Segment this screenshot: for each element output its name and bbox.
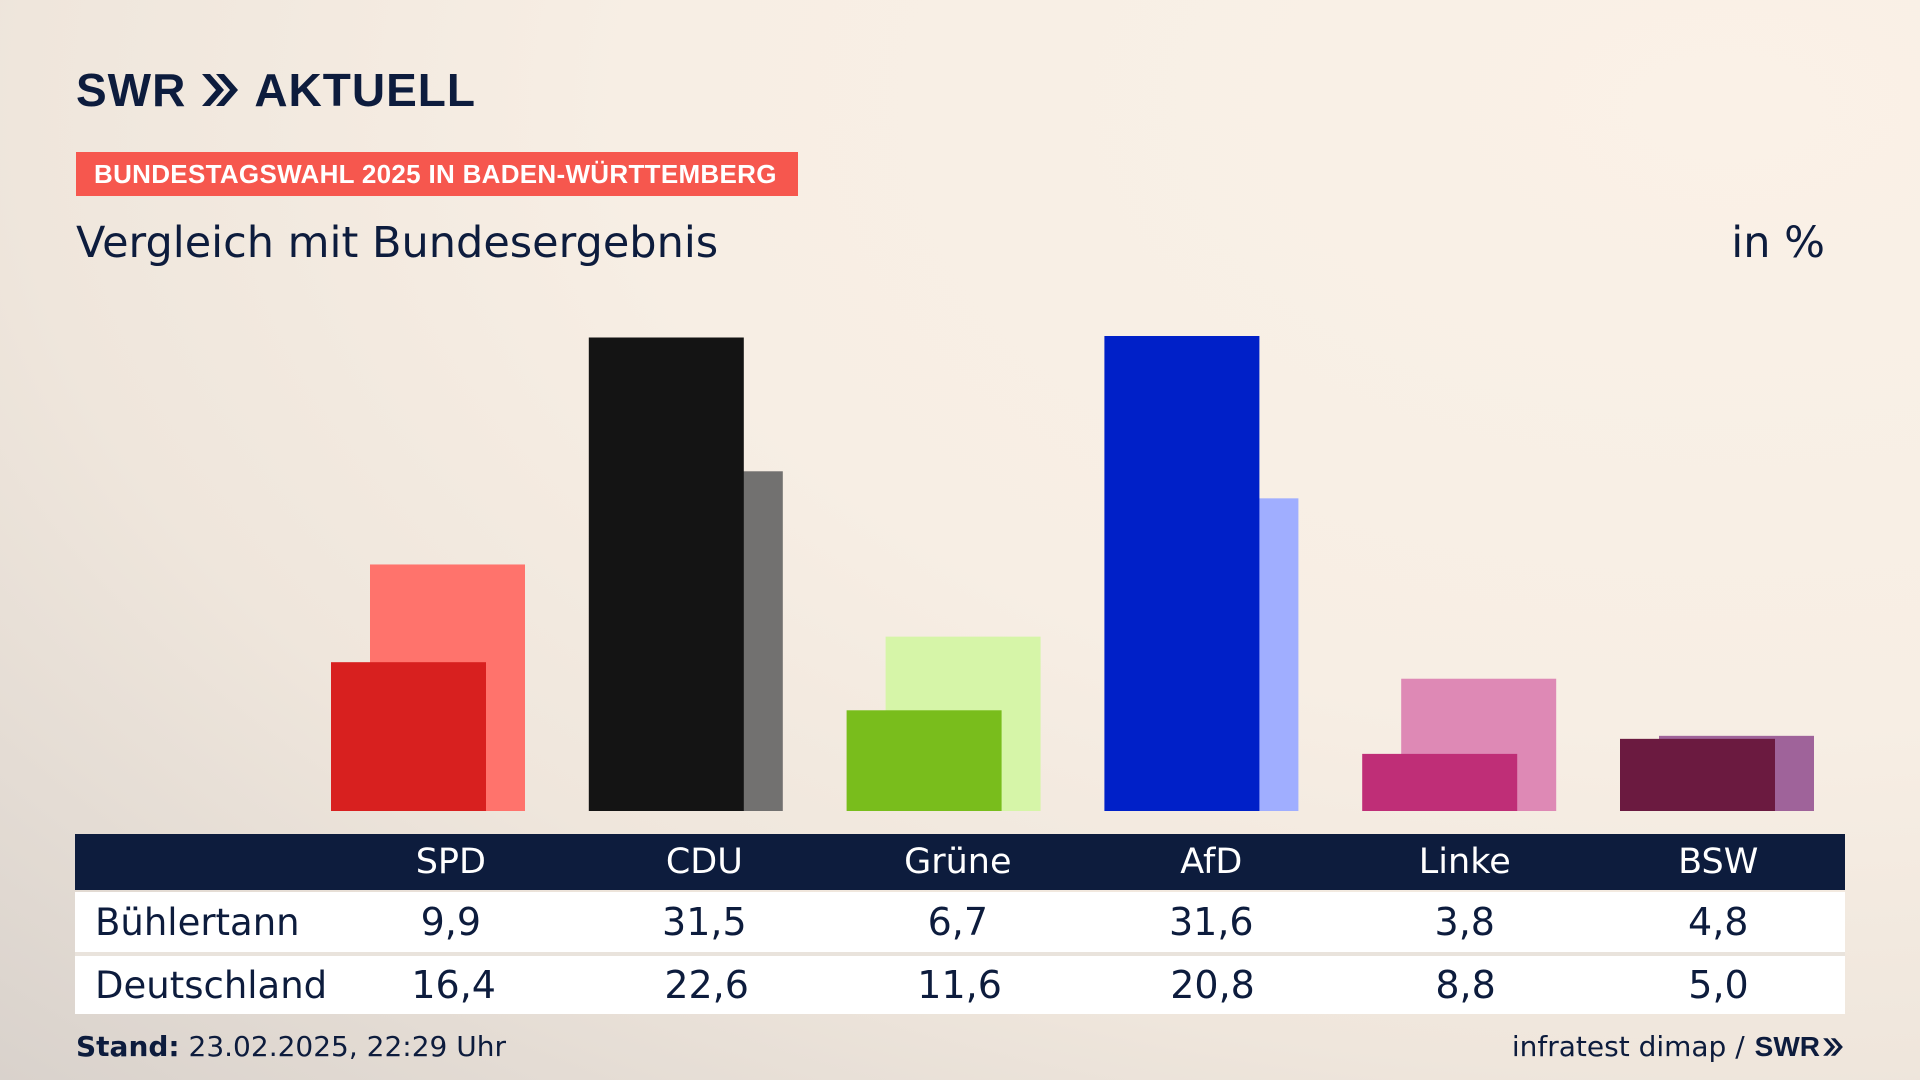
timestamp-label: Stand: — [76, 1030, 180, 1063]
bar-local-cdu — [588, 337, 744, 811]
timestamp: Stand: 23.02.2025, 22:29 Uhr — [76, 1030, 506, 1063]
local-value-linke: 3,8 — [1434, 900, 1495, 944]
bar-chart — [331, 336, 1814, 811]
local-value-afd: 31,6 — [1168, 900, 1254, 944]
table-row-national: Deutschland 16,4 22,6 11,6 20,8 8,8 5,0 — [75, 956, 1845, 1014]
footer-chevron-icon — [1823, 1037, 1843, 1056]
header-party-linke: Linke — [1418, 842, 1511, 882]
row-label-national: Deutschland — [95, 963, 328, 1007]
national-value-bsw: 5,0 — [1688, 963, 1749, 1007]
source-credit: infratest dimap / SWR — [1512, 1030, 1844, 1063]
row-label-local: Bühlertann — [95, 900, 300, 944]
national-value-gruene: 11,6 — [917, 963, 1002, 1007]
election-badge: BUNDESTAGSWAHL 2025 IN BADEN-WÜRTTEMBERG — [76, 152, 798, 196]
header-party-spd: SPD — [415, 842, 486, 882]
results-table: SPD CDU Grüne AfD Linke BSW Bühlertann 9… — [75, 834, 1845, 1014]
logo-swr-text: SWR — [76, 64, 187, 116]
double-chevron-icon — [202, 74, 239, 106]
bar-local-linke — [1362, 753, 1518, 811]
source-text: infratest dimap / — [1511, 1030, 1745, 1063]
header-party-afd: AfD — [1180, 842, 1243, 882]
local-value-gruene: 6,7 — [927, 900, 989, 944]
national-value-linke: 8,8 — [1435, 963, 1496, 1007]
local-value-cdu: 31,5 — [662, 900, 747, 944]
header-party-bsw: BSW — [1678, 842, 1759, 882]
timestamp-value: 23.02.2025, 22:29 Uhr — [188, 1030, 506, 1063]
logo-aktuell-text: AKTUELL — [254, 64, 476, 116]
local-value-bsw: 4,8 — [1688, 900, 1749, 944]
national-value-cdu: 22,6 — [664, 963, 749, 1007]
header-party-cdu: CDU — [665, 842, 743, 882]
table-row-local: Bühlertann 9,9 31,5 6,7 31,6 3,8 4,8 — [75, 892, 1845, 956]
unit-label: in % — [1731, 218, 1825, 268]
bar-local-gruene — [846, 710, 1002, 811]
chart-subtitle: Vergleich mit Bundesergebnis — [76, 218, 719, 268]
footer-brand-text: SWR — [1754, 1030, 1820, 1062]
swr-aktuell-logo: SWR AKTUELL — [76, 64, 476, 116]
national-value-afd: 20,8 — [1170, 963, 1255, 1007]
local-value-spd: 9,9 — [420, 900, 482, 944]
header-party-gruene: Grüne — [904, 842, 1012, 882]
bar-local-spd — [331, 662, 486, 811]
national-value-spd: 16,4 — [411, 963, 496, 1007]
bar-local-bsw — [1620, 738, 1775, 811]
bar-local-afd — [1104, 336, 1260, 811]
table-header: SPD CDU Grüne AfD Linke BSW — [75, 834, 1845, 890]
